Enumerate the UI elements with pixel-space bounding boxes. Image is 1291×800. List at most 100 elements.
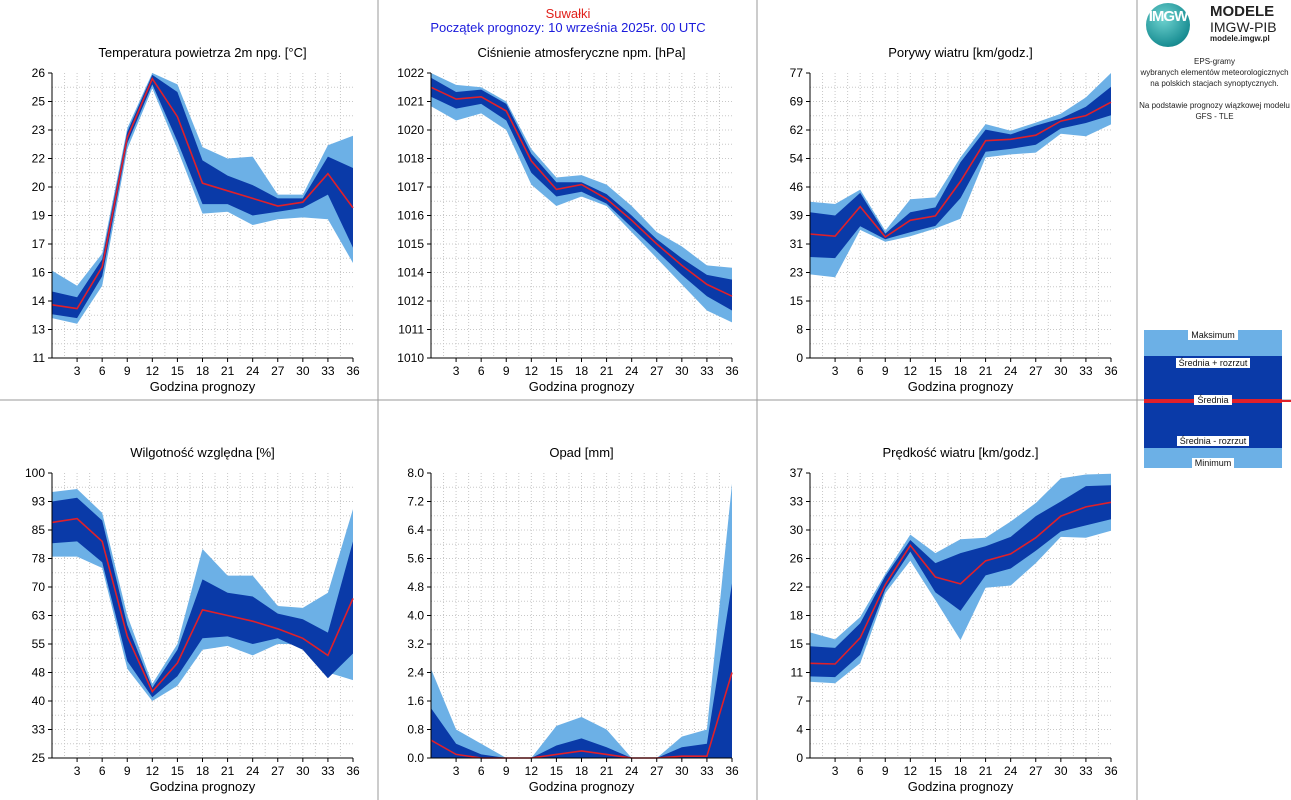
y-tick-label: 48	[32, 666, 46, 680]
y-tick-label: 8	[796, 323, 803, 337]
x-axis-label: Godzina prognozy	[908, 779, 1014, 794]
y-tick-label: 14	[32, 294, 46, 308]
x-tick-label: 36	[346, 364, 360, 378]
y-tick-label: 5.6	[407, 552, 424, 566]
y-tick-label: 46	[790, 180, 804, 194]
x-tick-label: 33	[321, 364, 335, 378]
y-tick-label: 7.2	[407, 495, 424, 509]
x-axis-label: Godzina prognozy	[150, 379, 256, 394]
x-tick-label: 27	[1029, 764, 1043, 778]
x-tick-label: 15	[171, 364, 185, 378]
station-name: Suwałki	[545, 6, 591, 21]
x-tick-label: 18	[196, 364, 210, 378]
x-tick-label: 3	[832, 764, 839, 778]
y-tick-label: 1.6	[407, 694, 424, 708]
side-note-2: wybranych elementów meteorologicznych	[1140, 68, 1289, 77]
x-tick-label: 24	[1004, 364, 1018, 378]
y-tick-label: 19	[32, 209, 46, 223]
chart-title: Temperatura powietrza 2m npg. [°C]	[98, 45, 306, 60]
y-tick-label: 1014	[397, 266, 424, 280]
imgw-logo[interactable]: IMGW MODELE IMGW-PIB modele.imgw.pl	[1138, 0, 1291, 48]
x-tick-label: 9	[882, 364, 889, 378]
y-tick-label: 26	[790, 552, 804, 566]
x-tick-label: 33	[700, 364, 714, 378]
x-tick-label: 6	[99, 764, 106, 778]
logo-org: IMGW-PIB	[1210, 19, 1277, 35]
x-tick-label: 6	[478, 764, 485, 778]
y-tick-label: 6.4	[407, 523, 424, 537]
y-tick-label: 39	[790, 209, 804, 223]
y-tick-label: 16	[32, 266, 46, 280]
series-mean-line	[51, 77, 354, 310]
y-tick-label: 0.8	[407, 723, 424, 737]
x-tick-label: 24	[246, 764, 260, 778]
y-tick-label: 1012	[397, 294, 424, 308]
y-tick-label: 1020	[397, 123, 424, 137]
chart-title: Ciśnienie atmosferyczne npm. [hPa]	[477, 45, 685, 60]
y-tick-label: 55	[32, 637, 46, 651]
chart-title: Opad [mm]	[549, 445, 613, 460]
x-tick-label: 3	[453, 764, 460, 778]
logo-url[interactable]: modele.imgw.pl	[1210, 34, 1270, 43]
x-tick-label: 15	[171, 764, 185, 778]
series-spread-band	[810, 485, 1111, 678]
y-tick-label: 1016	[397, 209, 424, 223]
x-tick-label: 12	[146, 364, 160, 378]
x-tick-label: 9	[503, 364, 510, 378]
series-spread-band	[810, 86, 1111, 259]
y-tick-label: 13	[32, 323, 46, 337]
logo-title: MODELE	[1210, 3, 1275, 20]
chart-title: Wilgotność względna [%]	[130, 445, 275, 460]
chart-panel-4: Wilgotność względna [%]25334048556370788…	[25, 445, 360, 794]
series-mean-line	[809, 501, 1112, 665]
x-tick-label: 21	[600, 364, 614, 378]
y-tick-label: 63	[32, 609, 46, 623]
y-tick-label: 23	[790, 266, 804, 280]
y-tick-label: 0	[796, 351, 803, 365]
legend-max-label: Maksimum	[1144, 330, 1282, 340]
imgw-logo-icon	[1146, 3, 1190, 47]
y-tick-label: 18	[790, 609, 804, 623]
x-tick-label: 18	[575, 764, 589, 778]
x-tick-label: 27	[271, 764, 285, 778]
y-tick-label: 11	[33, 351, 46, 365]
logo-mark: IMGW	[1148, 8, 1189, 25]
x-tick-label: 24	[625, 364, 639, 378]
x-tick-label: 33	[700, 764, 714, 778]
x-tick-label: 18	[954, 364, 968, 378]
legend-mean-label: Średnia	[1144, 395, 1282, 405]
x-tick-label: 36	[346, 764, 360, 778]
side-note-5: GFS - TLE	[1195, 112, 1234, 121]
x-tick-label: 12	[525, 764, 539, 778]
y-tick-label: 4	[796, 723, 803, 737]
x-tick-label: 3	[74, 364, 81, 378]
x-tick-label: 15	[929, 764, 943, 778]
x-tick-label: 27	[650, 364, 664, 378]
y-tick-label: 0	[796, 751, 803, 765]
series-mean-line	[430, 86, 733, 297]
x-axis-label: Godzina prognozy	[908, 379, 1014, 394]
x-tick-label: 12	[904, 764, 918, 778]
chart-title: Porywy wiatru [km/godz.]	[888, 45, 1033, 60]
y-tick-label: 22	[32, 152, 46, 166]
y-tick-label: 23	[32, 123, 46, 137]
x-tick-label: 30	[296, 364, 310, 378]
y-tick-label: 4.8	[407, 580, 424, 594]
y-tick-label: 78	[32, 552, 46, 566]
x-tick-label: 6	[857, 364, 864, 378]
y-tick-label: 25	[32, 751, 46, 765]
y-tick-label: 1017	[397, 180, 424, 194]
y-tick-label: 33	[790, 495, 804, 509]
x-tick-label: 21	[221, 364, 235, 378]
chart-panel-2: Ciśnienie atmosferyczne npm. [hPa] 1010 10…	[397, 45, 739, 394]
x-tick-label: 33	[321, 764, 335, 778]
x-tick-label: 3	[832, 364, 839, 378]
side-note-1: EPS-gramy	[1194, 57, 1235, 66]
x-tick-label: 15	[550, 764, 564, 778]
x-tick-label: 21	[979, 764, 993, 778]
series-spread-band	[52, 497, 353, 698]
x-tick-label: 24	[1004, 764, 1018, 778]
y-tick-label: 17	[32, 237, 46, 251]
y-tick-label: 0.0	[407, 751, 424, 765]
